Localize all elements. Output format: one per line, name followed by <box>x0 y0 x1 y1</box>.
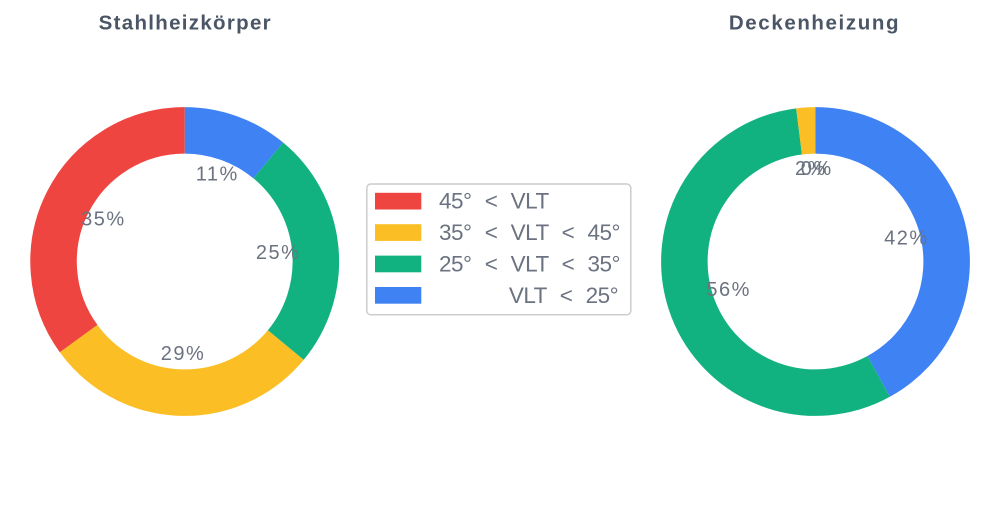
svg-text:45° < VLT: 45° < VLT <box>439 189 550 214</box>
svg-text:42%: 42% <box>884 228 929 250</box>
svg-text:VLT < 25°: VLT < 25° <box>509 283 618 308</box>
svg-text:56%: 56% <box>706 279 751 301</box>
svg-text:25%: 25% <box>256 242 301 264</box>
svg-text:2%: 2% <box>795 158 827 180</box>
svg-text:29%: 29% <box>161 343 206 365</box>
svg-text:35%: 35% <box>81 209 126 231</box>
svg-text:Stahlheizkörper: Stahlheizkörper <box>99 12 272 35</box>
svg-text:35° < VLT < 45°: 35° < VLT < 45° <box>439 220 620 245</box>
svg-text:25° < VLT < 35°: 25° < VLT < 35° <box>439 252 620 277</box>
svg-text:Deckenheizung: Deckenheizung <box>729 12 900 35</box>
svg-text:11%: 11% <box>196 163 239 185</box>
svg-text:0%: 0% <box>801 158 833 180</box>
